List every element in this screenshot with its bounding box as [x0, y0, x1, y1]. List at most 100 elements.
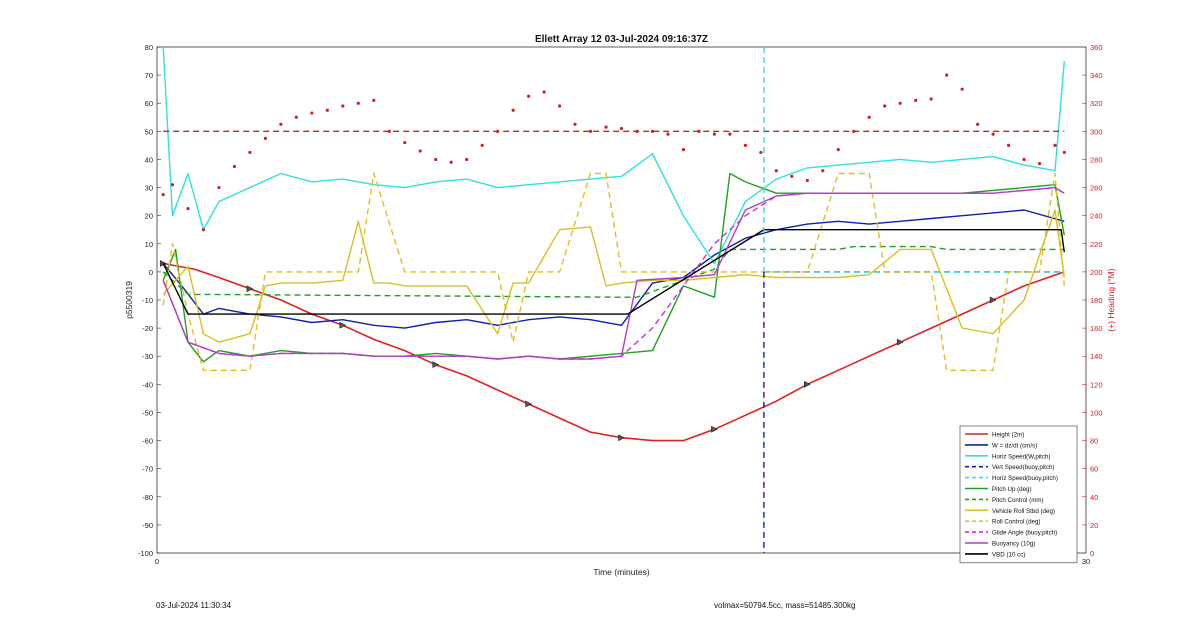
legend-label: Pitch Control (mm)	[992, 497, 1044, 504]
series-vehicle-roll-stbd-deg	[162, 209, 1065, 343]
y2-tick-label: 200	[1090, 268, 1103, 277]
y-tick-label: 30	[145, 184, 153, 193]
legend-label: Horiz Speed(W,pitch)	[992, 453, 1050, 460]
heading-point	[728, 132, 732, 136]
y2-tick-label: 180	[1090, 296, 1103, 305]
height-marker	[246, 285, 254, 293]
height-marker	[989, 296, 997, 304]
series-roll-control-deg	[162, 172, 1065, 371]
y-tick-label: 50	[145, 127, 153, 136]
heading-point	[325, 108, 329, 112]
y-tick-label: -90	[142, 521, 153, 530]
legend-label: Pitch Up (deg)	[992, 486, 1032, 493]
heading-point	[201, 228, 206, 232]
y-tick-label: 40	[145, 155, 153, 164]
x-tick-label: 30	[1082, 557, 1090, 566]
y2-tick-label: 120	[1090, 380, 1103, 389]
legend: Height (2m) W = dz/dt (cm/s) Horiz Speed(W…	[959, 425, 1078, 564]
y-tick-label: 10	[145, 240, 153, 249]
series-w-dz-dt-cm-s	[162, 209, 1065, 329]
heading-point	[945, 73, 949, 77]
heading-point	[403, 140, 407, 145]
heading-point	[976, 122, 980, 126]
series-heading-m	[161, 73, 1066, 232]
heading-point	[836, 148, 840, 152]
y2-tick-label: 160	[1090, 324, 1103, 333]
y2-tick-label: 20	[1090, 521, 1098, 530]
heading-point	[161, 192, 165, 197]
y2-tick-label: 280	[1090, 155, 1103, 164]
heading-point	[712, 132, 717, 136]
y-tick-label: -50	[142, 408, 153, 417]
heading-point	[186, 207, 190, 211]
y2-tick-label: 40	[1090, 493, 1098, 502]
y-tick-label: -30	[142, 352, 153, 361]
heading-point	[681, 148, 686, 152]
heading-point	[960, 87, 964, 91]
heading-point	[341, 104, 345, 108]
legend-label: Buoyancy (10g)	[992, 541, 1035, 548]
y2-tick-label: 80	[1090, 437, 1098, 446]
heading-point	[387, 129, 391, 133]
series-pitch-control-mm	[162, 245, 1065, 298]
y-tick-label: -10	[142, 296, 153, 305]
heading-point	[650, 129, 655, 133]
legend-label: Vehicle Roll Stbd (deg)	[992, 508, 1055, 515]
heading-point	[480, 143, 484, 147]
heading-point	[465, 157, 469, 162]
heading-point	[418, 149, 422, 153]
y2-tick-label: 320	[1090, 99, 1103, 108]
heading-point	[929, 97, 933, 101]
y-tick-label: 70	[145, 71, 153, 80]
height-marker	[804, 380, 811, 388]
heading-point	[263, 136, 267, 140]
x-tick-label: 0	[155, 557, 159, 566]
heading-point	[743, 143, 747, 147]
heading-point	[821, 169, 825, 173]
series-vbd-10-cc	[162, 228, 1065, 315]
heading-point	[588, 129, 593, 133]
heading-point	[449, 160, 453, 164]
legend-label: Vert Speed(buoy,pitch)	[992, 464, 1054, 471]
y2-tick-label: 340	[1090, 71, 1103, 80]
y-axis-label: p5500319	[124, 281, 134, 319]
heading-point	[759, 150, 763, 155]
heading-point	[310, 111, 314, 115]
height-markers	[159, 260, 997, 442]
heading-point	[356, 101, 360, 105]
x-axis-label: Time (minutes)	[593, 567, 650, 577]
heading-point	[604, 125, 608, 129]
y-tick-label: -100	[138, 549, 153, 558]
height-marker	[432, 361, 440, 369]
heading-point	[805, 178, 809, 183]
heading-point	[557, 104, 562, 108]
y2-tick-label: 360	[1090, 43, 1103, 52]
heading-point	[170, 183, 175, 187]
series-height-2m	[163, 262, 1065, 442]
heading-point	[883, 104, 887, 108]
heading-point	[527, 94, 531, 98]
footer-timestamp: 03-Jul-2024 11:30:34	[156, 601, 232, 610]
y2-tick-label: 220	[1090, 240, 1103, 249]
height-marker	[525, 400, 533, 408]
y-tick-label: -20	[142, 324, 153, 333]
height-marker	[896, 338, 904, 346]
heading-point	[1053, 143, 1057, 147]
y2-tick-label: 300	[1090, 127, 1103, 136]
y-tick-label: -60	[142, 437, 153, 446]
y2-tick-label: 60	[1090, 465, 1098, 474]
legend-label: Roll Control (deg)	[992, 519, 1041, 526]
footer-mass-info: volmax=50794.5cc, mass=51485.300kg	[714, 601, 856, 610]
heading-point	[991, 132, 995, 136]
heading-point	[217, 185, 221, 190]
heading-point	[1037, 162, 1042, 166]
heading-point	[619, 126, 624, 131]
heading-point	[372, 98, 376, 103]
heading-point	[434, 157, 438, 162]
series-pitch-up-deg	[162, 172, 1065, 363]
heading-point	[279, 122, 283, 126]
height-marker	[618, 434, 626, 442]
y-tick-label: 80	[145, 43, 153, 52]
heading-point	[573, 122, 577, 126]
